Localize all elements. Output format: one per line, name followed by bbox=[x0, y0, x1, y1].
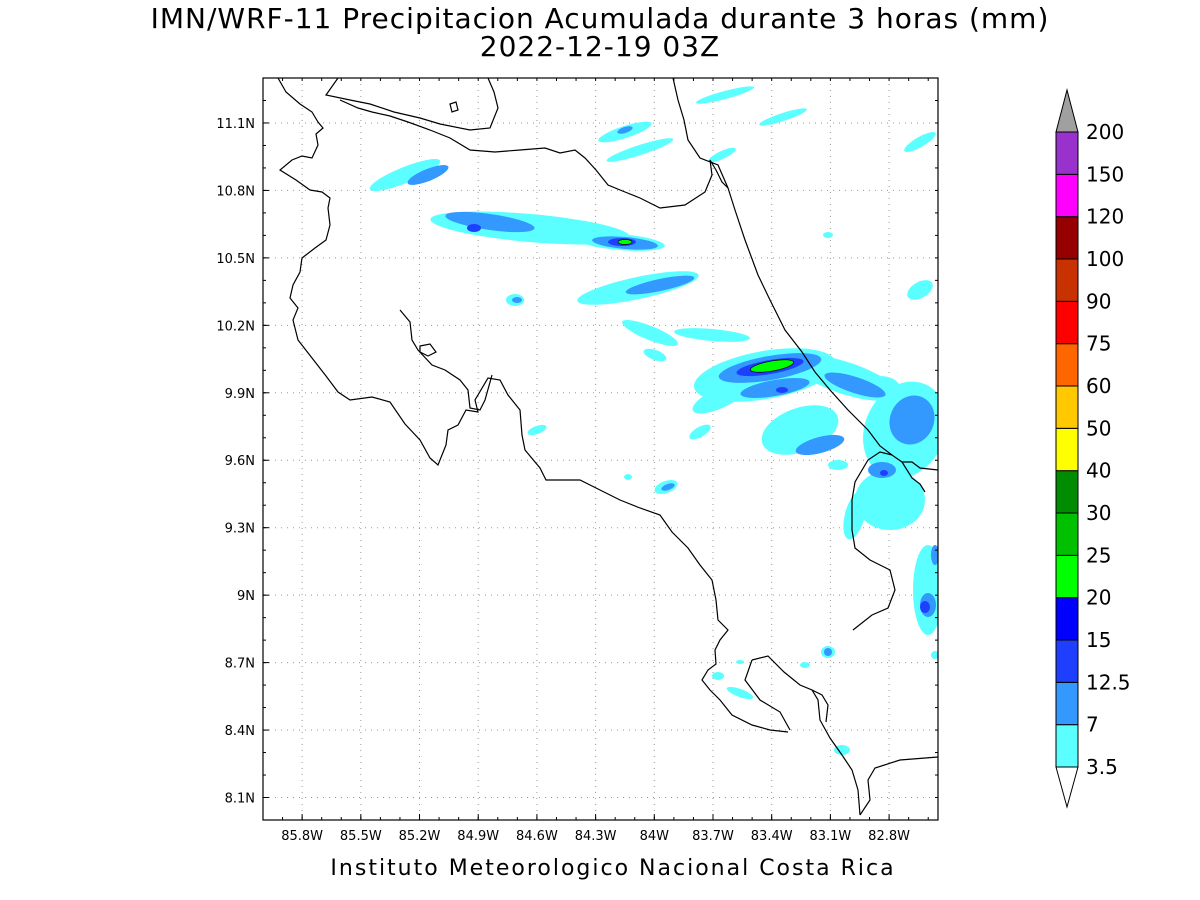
colorbar-level-label: 150 bbox=[1086, 162, 1124, 186]
precipitation-field bbox=[369, 86, 938, 755]
nicoya-island bbox=[419, 343, 437, 357]
colorbar-swatch bbox=[1055, 385, 1079, 429]
precip-15mm-areas bbox=[617, 239, 795, 373]
colorbar-swatch bbox=[1055, 216, 1079, 260]
x-tick-label: 84.3W bbox=[575, 829, 617, 844]
y-tick-label: 9.9N bbox=[225, 387, 255, 402]
colorbar-level-label: 75 bbox=[1086, 332, 1111, 356]
colorbar-swatch bbox=[1055, 300, 1079, 345]
y-tick-label: 9N bbox=[237, 589, 255, 604]
y-tick-label: 9.3N bbox=[225, 522, 255, 537]
colorbar-swatch bbox=[1055, 343, 1079, 387]
graticule-grid bbox=[263, 78, 938, 820]
colorbar-under-arrow bbox=[1055, 766, 1079, 809]
colorbar-swatch bbox=[1055, 554, 1079, 599]
x-tick-label: 83.1W bbox=[809, 829, 851, 844]
colorbar-swatch bbox=[1055, 131, 1079, 175]
credit-text: Instituto Meteorologico Nacional Costa R… bbox=[330, 856, 896, 881]
colorbar-swatch bbox=[1055, 173, 1079, 218]
y-tick-label: 10.8N bbox=[216, 184, 255, 199]
x-tick-label: 85.5W bbox=[340, 829, 382, 844]
precip-3p5mm-areas bbox=[369, 86, 938, 755]
caribbean-coast bbox=[672, 78, 893, 456]
right-lobe bbox=[811, 689, 829, 723]
x-tick-label: 83.4W bbox=[751, 829, 793, 844]
colorbar-level-label: 15 bbox=[1086, 628, 1111, 652]
y-tick-label: 10.2N bbox=[216, 319, 255, 334]
colorbar-swatch bbox=[1055, 258, 1079, 302]
x-tick-label: 85.8W bbox=[281, 829, 323, 844]
colorbar-legend: 3.5 7 12.5 15 20 25 30 40 50 60 75 90 100 120 150 200 bbox=[1055, 88, 1131, 809]
nicaragua-coast bbox=[277, 78, 789, 733]
colorbar-level-label: 200 bbox=[1086, 120, 1124, 144]
colorbar-level-label: 12.5 bbox=[1086, 670, 1131, 694]
colorbar-level-label: 30 bbox=[1086, 501, 1111, 525]
panama-border bbox=[851, 451, 938, 631]
coastline-borders bbox=[277, 78, 938, 816]
colorbar-swatch bbox=[1055, 512, 1079, 556]
y-tick-label: 10.5N bbox=[216, 252, 255, 267]
colorbar-swatch bbox=[1055, 597, 1079, 641]
colorbar-swatch bbox=[1055, 470, 1079, 514]
colorbar-level-label: 60 bbox=[1086, 374, 1111, 398]
nicaragua-border bbox=[339, 99, 729, 209]
x-tick-label: 85.2W bbox=[399, 829, 441, 844]
panama-caribbean bbox=[901, 461, 926, 493]
panama-coast bbox=[859, 756, 938, 816]
x-axis: 85.8W 85.5W 85.2W 84.9W 84.6W 84.3W 84W 83.7W 83… bbox=[262, 78, 929, 844]
y-tick-label: 8.7N bbox=[225, 657, 255, 672]
colorbar-level-label: 7 bbox=[1086, 713, 1099, 737]
colorbar-level-label: 40 bbox=[1086, 459, 1111, 483]
y-axis: 11.1N 10.8N 10.5N 10.2N 9.9N 9.6N 9.3N 9N 8.7N 8.… bbox=[216, 77, 938, 821]
colorbar-level-label: 25 bbox=[1086, 543, 1111, 567]
colorbar-swatch bbox=[1055, 681, 1079, 726]
y-tick-label: 8.1N bbox=[225, 792, 255, 807]
colorbar-level-label: 50 bbox=[1086, 416, 1111, 440]
chart-subtitle-date: 2022-12-19 03Z bbox=[479, 30, 721, 63]
colorbar-swatch bbox=[1055, 639, 1079, 683]
colorbar-level-label: 90 bbox=[1086, 289, 1111, 313]
x-tick-label: 84W bbox=[640, 829, 670, 844]
chart-title: IMN/WRF-11 Precipitacion Acumulada duran… bbox=[150, 2, 1050, 35]
x-tick-label: 82.8W bbox=[868, 829, 910, 844]
colorbar-level-label: 100 bbox=[1086, 247, 1124, 271]
x-tick-label: 84.6W bbox=[516, 829, 558, 844]
colorbar-level-label: 120 bbox=[1086, 205, 1124, 229]
colorbar-over-arrow bbox=[1055, 88, 1079, 133]
osa-peninsula bbox=[744, 659, 791, 731]
y-tick-label: 8.4N bbox=[225, 724, 255, 739]
y-tick-label: 9.6N bbox=[225, 454, 255, 469]
y-tick-label: 11.1N bbox=[216, 117, 255, 132]
x-tick-label: 84.9W bbox=[457, 829, 499, 844]
gulf-of-nicoya bbox=[399, 309, 493, 411]
precip-7mm-areas bbox=[407, 126, 938, 656]
colorbar-level-label: 3.5 bbox=[1086, 755, 1118, 779]
golfo-dulce bbox=[751, 655, 861, 816]
colorbar-swatch bbox=[1055, 724, 1079, 768]
x-tick-label: 83.7W bbox=[692, 829, 734, 844]
colorbar-level-label: 20 bbox=[1086, 586, 1111, 610]
colorbar-swatch bbox=[1055, 427, 1079, 472]
lake-island bbox=[449, 101, 459, 113]
nicaragua-lake-shore bbox=[324, 78, 499, 131]
map-frame bbox=[262, 77, 939, 821]
